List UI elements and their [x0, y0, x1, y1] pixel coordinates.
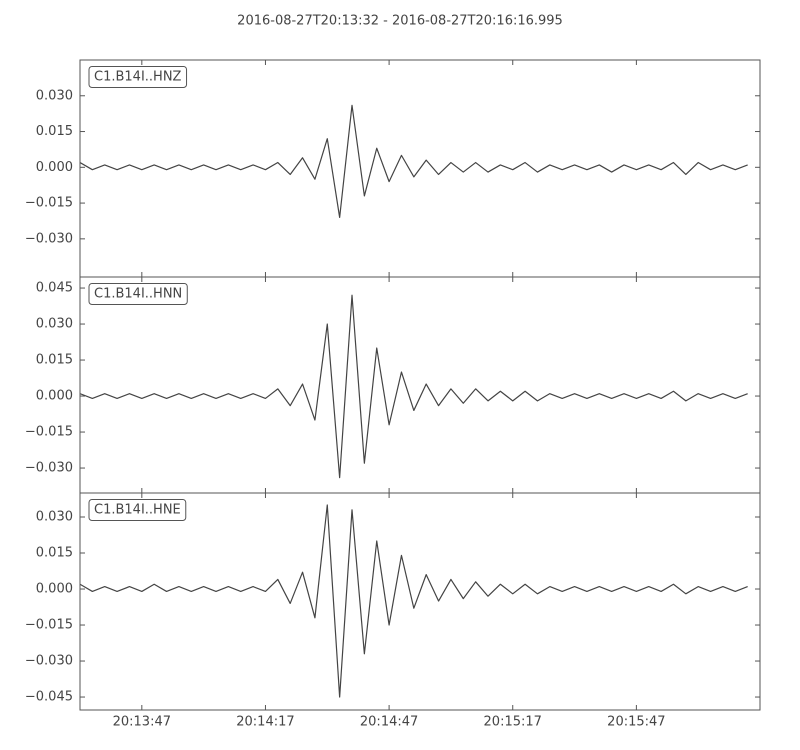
y-tick-label: 0.000	[36, 389, 73, 404]
y-tick-label: 0.015	[36, 353, 73, 368]
x-tick-label: 20:14:17	[236, 715, 294, 730]
y-tick-label: 0.045	[36, 281, 73, 296]
trace	[80, 294, 748, 479]
y-tick-label: −0.045	[25, 690, 73, 705]
plot-frame	[79, 492, 761, 711]
y-tick-label: 0.000	[36, 582, 73, 597]
label-box	[88, 283, 188, 305]
trace-label: C1.B14I..HNZ	[94, 70, 182, 85]
label-box	[88, 499, 187, 521]
y-tick-label: 0.000	[36, 160, 73, 175]
y-tick-label: 0.030	[36, 88, 73, 103]
trace-label: C1.B14I..HNE	[94, 503, 181, 518]
x-tick-label: 20:14:47	[360, 715, 418, 730]
y-tick-label: 0.030	[36, 510, 73, 525]
trace-label: C1.B14I..HNN	[94, 287, 182, 302]
trace	[80, 504, 748, 698]
plot-frame	[79, 276, 761, 494]
y-tick-label: −0.030	[25, 231, 73, 246]
y-tick-label: −0.030	[25, 461, 73, 476]
y-tick-label: 0.015	[36, 124, 73, 139]
y-tick-label: 0.030	[36, 317, 73, 332]
label-box	[88, 66, 188, 88]
y-tick-label: −0.015	[25, 618, 73, 633]
x-tick-label: 20:13:47	[113, 715, 171, 730]
x-tick-label: 20:15:17	[484, 715, 542, 730]
y-tick-label: −0.015	[25, 425, 73, 440]
chart-title: 2016-08-27T20:13:32 - 2016-08-27T20:16:1…	[237, 14, 563, 29]
y-tick-label: 0.015	[36, 546, 73, 561]
y-tick-label: −0.030	[25, 654, 73, 669]
trace	[80, 104, 748, 218]
y-tick-label: −0.015	[25, 196, 73, 211]
x-tick-label: 20:15:47	[607, 715, 665, 730]
